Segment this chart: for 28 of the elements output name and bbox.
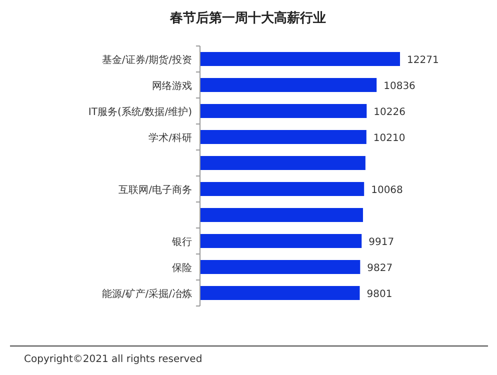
chart-title: 春节后第一周十大高薪行业 [169, 10, 326, 26]
bar [200, 52, 400, 66]
bar [200, 156, 366, 170]
bar [200, 78, 377, 92]
y-tick-label: 学术/科研 [148, 132, 192, 144]
data-label: 9801 [366, 289, 392, 300]
y-tick-label: IT服务(系统/数据/维护) [88, 106, 192, 118]
bar [200, 130, 366, 144]
data-label: 10836 [384, 81, 416, 92]
bar [200, 260, 360, 274]
bar [200, 234, 362, 248]
data-label: 9827 [367, 263, 393, 274]
bar [200, 104, 367, 118]
y-tick-label: 互联网/电子商务 [118, 184, 192, 196]
y-tick-label: 能源/矿产/采掘/冶炼 [102, 288, 192, 300]
data-label: 10210 [373, 133, 406, 144]
y-tick-label: 保险 [172, 262, 192, 274]
y-tick-label: 基金/证券/期货/投资 [102, 54, 192, 66]
data-label: 9917 [368, 237, 394, 248]
y-tick-label: 网络游戏 [152, 80, 192, 92]
bar [200, 208, 363, 222]
text: Copyright©2021 all rights reserved [24, 354, 202, 365]
data-label: 12271 [407, 55, 439, 66]
bar [200, 182, 364, 196]
bar [200, 286, 360, 300]
data-label: 10226 [374, 107, 406, 118]
y-tick-label: 银行 [171, 237, 192, 248]
data-label: 10068 [371, 185, 403, 196]
